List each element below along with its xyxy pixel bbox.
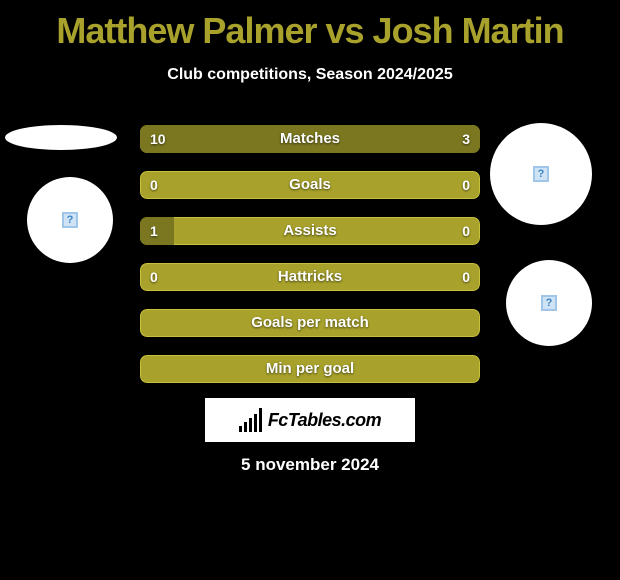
logo-bar-segment	[259, 408, 262, 432]
ellipse-decoration	[5, 125, 117, 150]
player-circle: ?	[27, 177, 113, 263]
player-circle: ?	[490, 123, 592, 225]
stat-value-left: 0	[150, 171, 158, 199]
page-subtitle: Club competitions, Season 2024/2025	[0, 66, 620, 84]
logo-bar-segment	[239, 426, 242, 432]
stat-row: Hattricks0 0	[140, 263, 480, 291]
logo-bar-segment	[249, 418, 252, 432]
stats-bars-container: Matches103Goals00Assists10Hattricks00Goa…	[140, 125, 480, 401]
player-circle: ?	[506, 260, 592, 346]
stat-label: Min per goal	[140, 355, 480, 383]
stat-row: Goals per match	[140, 309, 480, 337]
stat-row: Assists1 0	[140, 217, 480, 245]
stat-label: Assists	[140, 217, 480, 245]
stat-value-right: 0	[462, 217, 470, 245]
stat-value-left: 10	[150, 125, 166, 153]
stat-value-right: 3	[462, 125, 470, 153]
stat-value-right: 0	[462, 263, 470, 291]
logo-bar-segment	[244, 422, 247, 432]
image-placeholder-icon: ?	[533, 166, 549, 182]
logo-bar-segment	[254, 414, 257, 432]
stat-value-right: 0	[462, 171, 470, 199]
date-text: 5 november 2024	[0, 455, 620, 475]
image-placeholder-icon: ?	[541, 295, 557, 311]
image-placeholder-icon: ?	[62, 212, 78, 228]
stat-value-left: 0	[150, 263, 158, 291]
stat-row: Matches10 3	[140, 125, 480, 153]
stat-row: Min per goal	[140, 355, 480, 383]
stat-label: Goals per match	[140, 309, 480, 337]
page-title: Matthew Palmer vs Josh Martin	[0, 0, 620, 52]
stat-label: Matches	[140, 125, 480, 153]
stat-label: Goals	[140, 171, 480, 199]
stat-row: Goals0 0	[140, 171, 480, 199]
stat-value-left: 1	[150, 217, 158, 245]
fctables-logo: FcTables.com	[205, 398, 415, 442]
logo-text: FcTables.com	[268, 410, 381, 431]
stat-label: Hattricks	[140, 263, 480, 291]
logo-bars-icon	[239, 408, 262, 432]
